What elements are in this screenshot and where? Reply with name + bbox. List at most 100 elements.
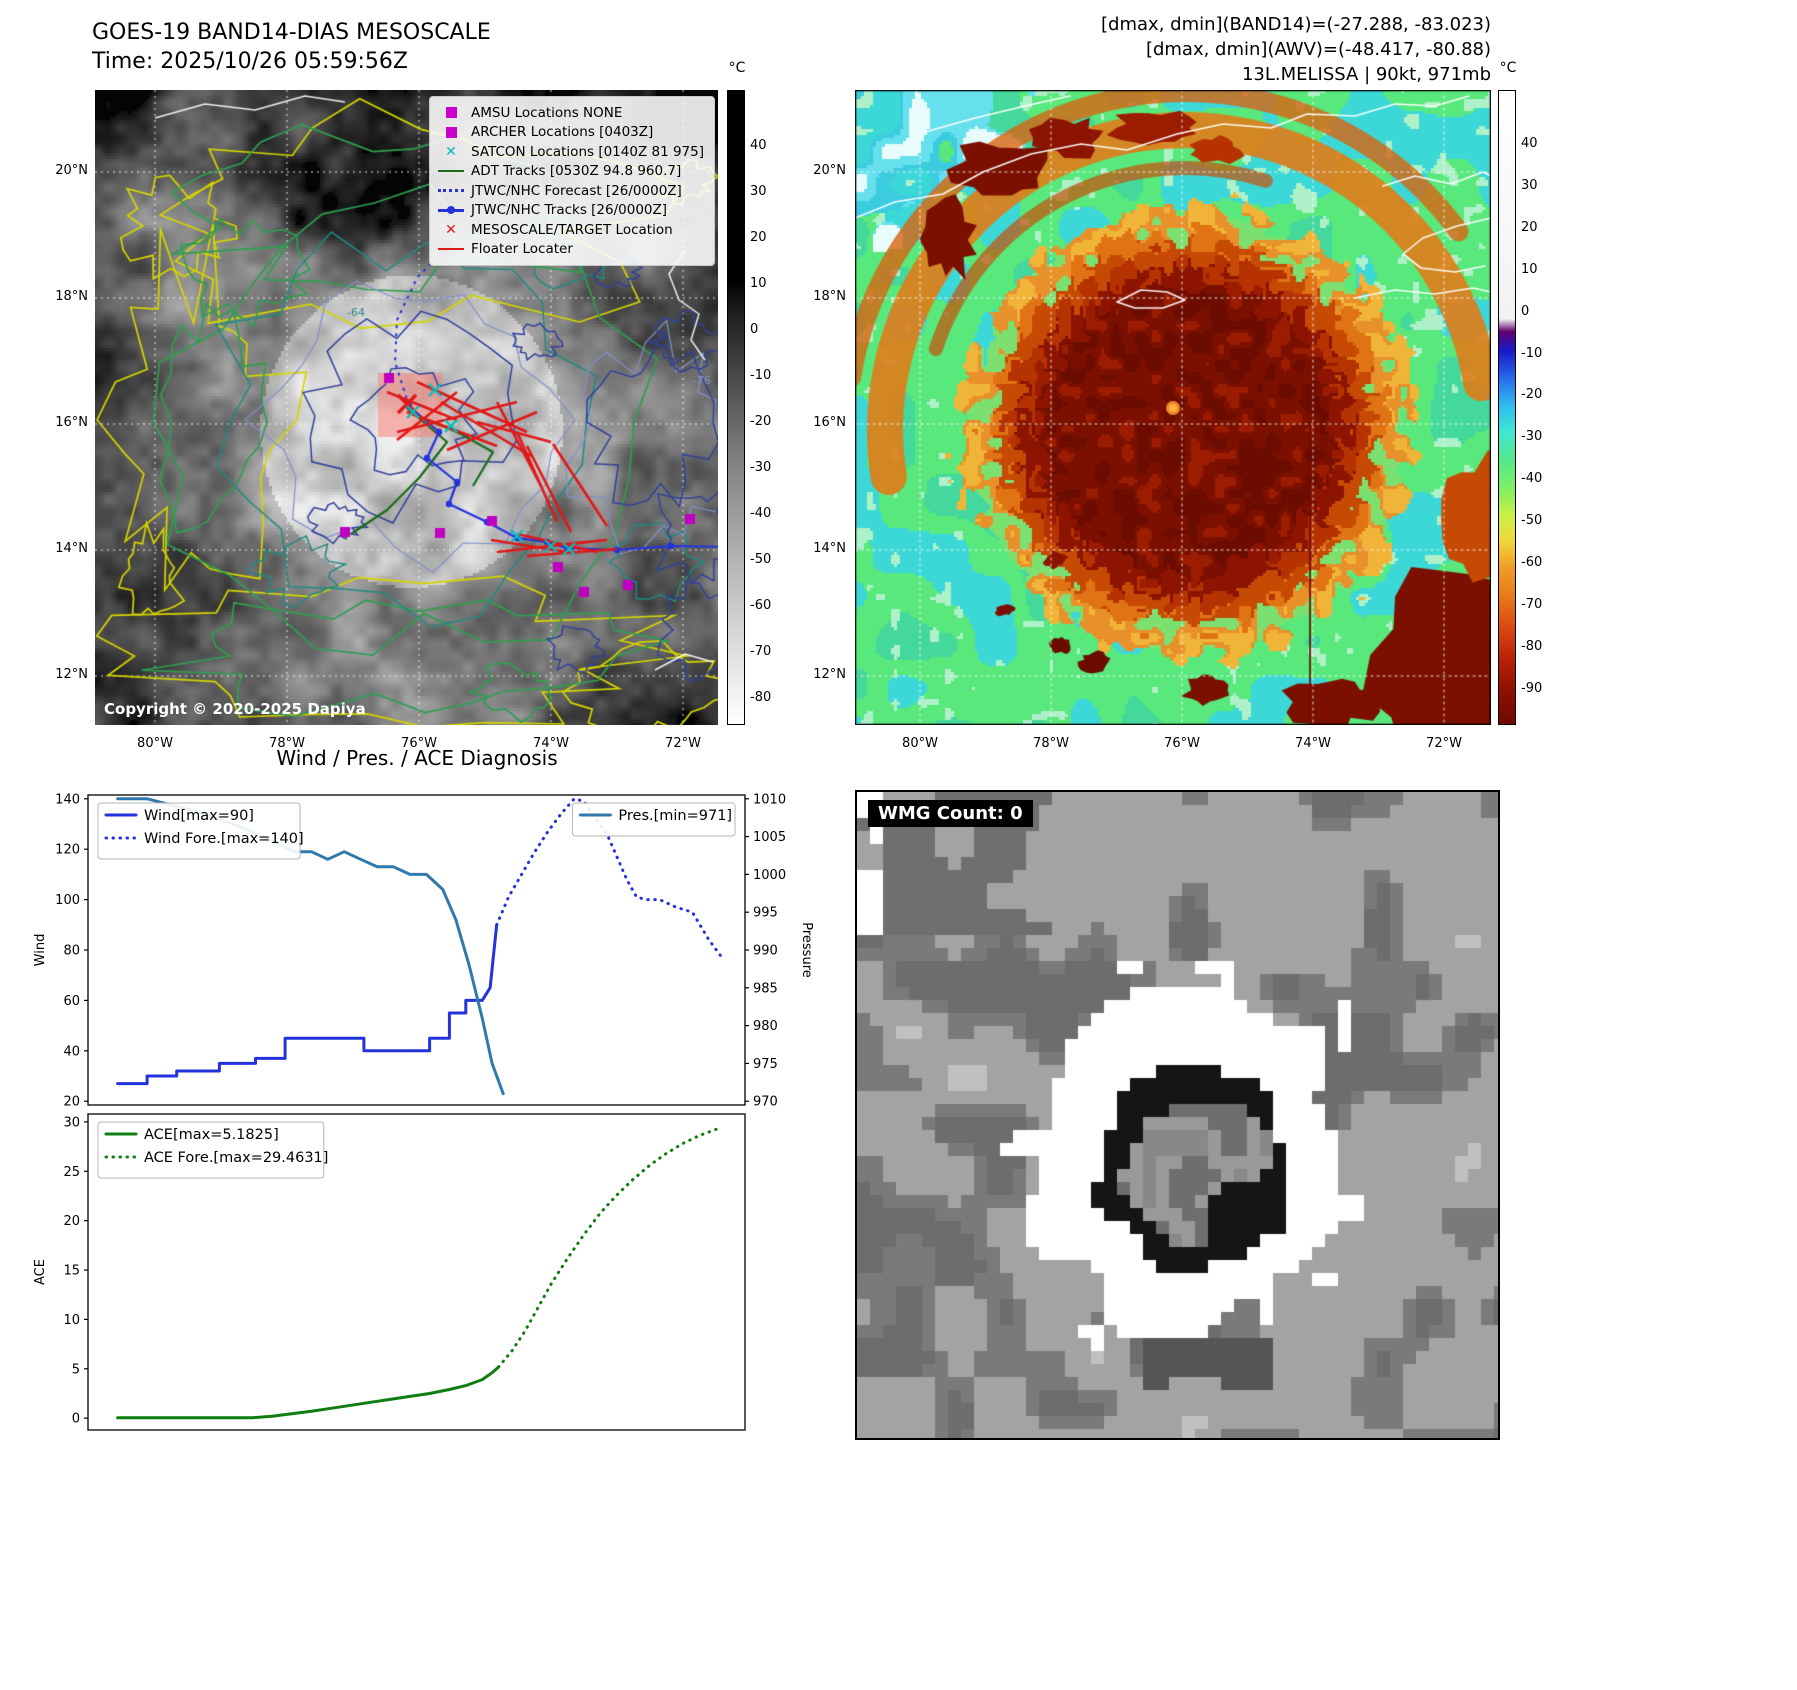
line-green-icon <box>438 170 464 173</box>
svg-text:20: 20 <box>63 1214 80 1229</box>
svg-text:Pres.[min=971]: Pres.[min=971] <box>618 808 732 824</box>
line-red-icon <box>438 248 464 251</box>
colorbar-tick-label: -60 <box>750 598 772 613</box>
svg-text:995: 995 <box>753 906 778 921</box>
copyright-text: Copyright © 2020-2025 Dapiya <box>104 700 366 718</box>
svg-text:985: 985 <box>753 981 778 996</box>
wmg-pixel-map <box>857 792 1498 1438</box>
svg-text:40: 40 <box>63 1044 80 1059</box>
legend-label: SATCON Locations [0140Z 81 975] <box>471 143 704 160</box>
svg-text:Wind[max=90]: Wind[max=90] <box>144 808 254 824</box>
lon-tick-label: 80°W <box>902 736 938 751</box>
svg-text:10: 10 <box>63 1313 80 1328</box>
svg-text:60: 60 <box>63 994 80 1009</box>
colorbar-tick-label: -50 <box>750 552 772 567</box>
colorbar-tick-label: -80 <box>750 690 772 705</box>
colorbar-tick-label: -30 <box>750 460 772 475</box>
lat-tick-label: 12°N <box>55 667 88 682</box>
legend-item: ARCHER Locations [0403Z] <box>438 123 704 143</box>
svg-text:990: 990 <box>753 944 778 959</box>
colorbar-tick-label: -50 <box>1521 513 1543 529</box>
awv-satellite-map <box>855 90 1491 725</box>
lon-tick-label: 76°W <box>401 736 437 751</box>
svg-text:ACE: ACE <box>33 1259 48 1285</box>
lon-tick-label: 72°W <box>1426 736 1462 751</box>
svg-text:970: 970 <box>753 1095 778 1110</box>
dmax-dmin-awv: [dmax, dmin](AWV)=(-48.417, -80.88) <box>1145 39 1491 60</box>
colorbar-tick-label: -10 <box>750 368 772 383</box>
colorbar-tick-label: -20 <box>1521 387 1543 403</box>
dmax-dmin-band14: [dmax, dmin](BAND14)=(-27.288, -83.023) <box>1101 14 1491 35</box>
storm-id-intensity: 13L.MELISSA | 90kt, 971mb <box>1241 64 1491 85</box>
colorbar-tick-label: 10 <box>1521 261 1538 277</box>
lat-tick-label: 14°N <box>813 541 846 556</box>
colorbar-tick-label: -80 <box>1521 638 1543 654</box>
legend-label: JTWC/NHC Forecast [26/0000Z] <box>471 182 682 199</box>
svg-text:100: 100 <box>55 893 80 908</box>
colorbar-tick-label: -40 <box>1521 471 1543 487</box>
goes-title: GOES-19 BAND14-DIAS MESOSCALE <box>92 20 491 45</box>
svg-text:Pressure: Pressure <box>799 922 814 978</box>
svg-text:1005: 1005 <box>753 830 786 845</box>
line-dot-blue-icon <box>438 206 464 215</box>
svg-text:0: 0 <box>72 1412 80 1427</box>
colorbar-tick-label: 20 <box>1521 219 1538 235</box>
svg-text:140: 140 <box>55 792 80 807</box>
lat-tick-label: 14°N <box>55 541 88 556</box>
legend-label: AMSU Locations NONE <box>471 104 623 121</box>
svg-text:ACE Fore.[max=29.4631]: ACE Fore.[max=29.4631] <box>144 1150 328 1166</box>
colorbar-tick-label: 30 <box>750 184 767 199</box>
svg-text:975: 975 <box>753 1057 778 1072</box>
diagnosis-title: Wind / Pres. / ACE Diagnosis <box>276 746 558 770</box>
colorbar-tick-label: -90 <box>1521 680 1543 696</box>
colorbar-tick-label: -70 <box>750 644 772 659</box>
wmg-count-badge: WMG Count: 0 <box>868 800 1033 827</box>
colorbar-tick-label: 0 <box>1521 303 1530 319</box>
colorbar-tick-label: -30 <box>1521 429 1543 445</box>
svg-text:980: 980 <box>753 1019 778 1034</box>
awv-colorbar <box>1498 90 1516 725</box>
svg-text:ACE[max=5.1825]: ACE[max=5.1825] <box>144 1127 279 1143</box>
colorbar-tick-label: -70 <box>1521 596 1543 612</box>
colorbar-tick-label: 30 <box>1521 177 1538 193</box>
x-red-icon: ✕ <box>445 221 457 238</box>
lat-tick-label: 16°N <box>55 415 88 430</box>
wind-pressure-chart: 20 40 60 80 100 120 140 970 975 980 985 990 995 1000 1… <box>33 792 814 1110</box>
dotted-blue-icon <box>438 189 464 193</box>
x-cyan-icon: ✕ <box>445 143 457 160</box>
band14-colorbar <box>727 90 745 725</box>
svg-text:120: 120 <box>55 843 80 858</box>
legend-item: ✕ SATCON Locations [0140Z 81 975] <box>438 142 704 162</box>
colorbar-tick-label: -10 <box>1521 345 1543 361</box>
legend-label: JTWC/NHC Tracks [26/0000Z] <box>471 202 668 219</box>
colorbar-tick-label: 40 <box>750 138 767 153</box>
lon-tick-label: 74°W <box>533 736 569 751</box>
goes-time: Time: 2025/10/26 05:59:56Z <box>92 49 408 74</box>
svg-text:80: 80 <box>63 944 80 959</box>
svg-text:1010: 1010 <box>753 792 786 807</box>
legend-item: ADT Tracks [0530Z 94.8 960.7] <box>438 162 704 182</box>
legend-item: JTWC/NHC Tracks [26/0000Z] <box>438 201 704 221</box>
lon-tick-label: 78°W <box>1033 736 1069 751</box>
legend-item: Floater Locater <box>438 240 704 260</box>
legend-label: ARCHER Locations [0403Z] <box>471 124 654 141</box>
colorbar-tick-label: 40 <box>1521 136 1538 151</box>
lat-tick-label: 12°N <box>813 667 846 682</box>
lat-tick-label: 18°N <box>55 289 88 304</box>
square-magenta-icon <box>438 126 464 138</box>
legend-item: JTWC/NHC Forecast [26/0000Z] <box>438 181 704 201</box>
lat-tick-label: 18°N <box>813 289 846 304</box>
legend-item: AMSU Locations NONE <box>438 103 704 123</box>
svg-text:5: 5 <box>72 1362 80 1377</box>
svg-text:25: 25 <box>63 1165 80 1180</box>
lon-tick-label: 74°W <box>1295 736 1331 751</box>
square-magenta-icon <box>438 107 464 119</box>
ace-chart: 0 5 10 15 20 25 30 ACE ACE[max=5.1825] ACE Fore.[… <box>33 1113 746 1431</box>
colorbar-tick-label: -60 <box>1521 555 1543 570</box>
colorbar-tick-label: 10 <box>750 276 767 291</box>
legend-item: ✕ MESOSCALE/TARGET Location <box>438 220 704 240</box>
svg-text:15: 15 <box>63 1264 80 1279</box>
map-legend: AMSU Locations NONE ARCHER Locations [040… <box>429 96 715 266</box>
colorbar-tick-label: 0 <box>750 322 759 337</box>
